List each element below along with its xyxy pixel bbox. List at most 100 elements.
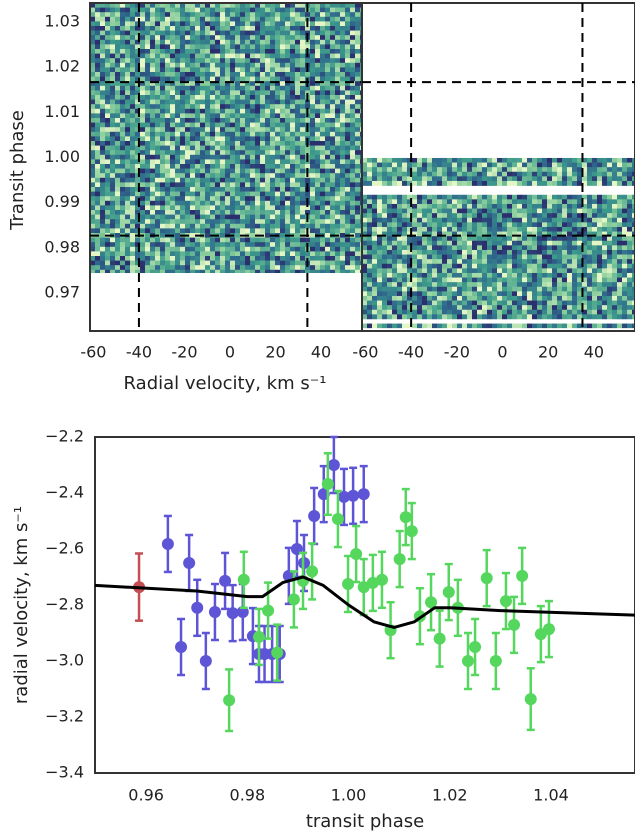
heatmap-cell xyxy=(537,180,543,186)
heatmap-cell xyxy=(392,254,398,260)
heatmap-cell xyxy=(310,85,316,91)
heatmap-cell xyxy=(537,259,543,265)
heatmap-cell xyxy=(607,226,613,232)
heatmap-cell xyxy=(190,164,196,169)
heatmap-cell xyxy=(567,162,573,168)
heatmap-cell xyxy=(325,223,331,229)
heatmap-cell xyxy=(180,182,186,188)
heatmap-cell xyxy=(165,95,171,100)
heatmap-cell xyxy=(567,171,573,177)
heatmap-cell xyxy=(260,150,266,156)
heatmap-cell xyxy=(542,254,548,260)
heatmap-cell xyxy=(557,199,563,205)
heatmap-cell xyxy=(290,16,296,22)
heatmap-cell xyxy=(125,269,131,274)
heatmap-cell xyxy=(255,200,261,206)
heatmap-cell xyxy=(100,122,106,128)
heatmap-cell xyxy=(245,237,251,243)
heatmap-cell xyxy=(180,108,186,114)
heatmap-cell xyxy=(275,228,281,234)
heatmap-cell xyxy=(125,223,131,229)
heatmap-cell xyxy=(582,180,588,186)
heatmap-cell xyxy=(130,177,136,183)
heatmap-cell xyxy=(140,182,146,188)
heatmap-cell xyxy=(135,177,141,183)
heatmap-cell xyxy=(335,16,341,22)
heatmap-cell xyxy=(140,58,146,64)
heatmap-cell xyxy=(497,194,503,200)
heatmap-cell xyxy=(587,162,593,168)
heatmap-cell xyxy=(335,246,341,252)
heatmap-cells xyxy=(362,157,635,329)
heatmap-cell xyxy=(160,251,166,257)
heatmap-cell xyxy=(210,141,216,146)
heatmap-cell xyxy=(422,199,428,205)
heatmap-cell xyxy=(145,108,151,114)
heatmap-cell xyxy=(527,222,533,228)
heatmap-cell xyxy=(115,81,121,87)
heatmap-cell xyxy=(562,180,568,186)
heatmap-cell xyxy=(210,85,216,91)
heatmap-cell xyxy=(577,249,583,255)
heatmap-cell xyxy=(340,214,346,220)
heatmap-cell xyxy=(150,265,156,271)
heatmap-cell xyxy=(582,295,588,301)
heatmap-cell xyxy=(457,231,463,237)
heatmap-cell xyxy=(220,53,226,59)
heatmap-cell xyxy=(320,173,326,179)
heatmap-cell xyxy=(220,200,226,206)
heatmap-cell xyxy=(205,205,211,211)
heatmap-cell xyxy=(472,309,478,315)
heatmap-cell xyxy=(240,39,246,45)
heatmap-cell xyxy=(612,286,618,292)
heatmap-cell xyxy=(340,242,346,248)
heatmap-cell xyxy=(335,196,341,202)
heatmap-cell xyxy=(557,291,563,297)
heatmap-cell xyxy=(240,260,246,266)
heatmap-cell xyxy=(270,58,276,64)
heatmap-cell xyxy=(622,171,628,177)
heatmap-cell xyxy=(315,168,321,174)
heatmap-cell xyxy=(362,226,368,232)
heatmap-cell xyxy=(285,99,291,105)
heatmap-cell xyxy=(387,249,393,255)
heatmap-cell xyxy=(492,240,498,246)
heatmap-cell xyxy=(240,26,246,31)
heatmap-cell xyxy=(355,223,361,229)
heatmap-cell xyxy=(285,30,291,36)
heatmap-cell xyxy=(547,286,553,292)
heatmap-cell xyxy=(607,300,613,306)
heatmap-cell xyxy=(100,95,106,100)
heatmap-cell xyxy=(285,269,291,274)
heatmap-cell xyxy=(577,222,583,228)
heatmap-cell xyxy=(607,295,613,301)
heatmap-cell xyxy=(315,260,321,266)
heatmap-cell xyxy=(325,145,331,151)
heatmap-cell xyxy=(135,200,141,206)
heatmap-cell xyxy=(260,26,266,31)
heatmap-cell xyxy=(367,171,373,177)
heatmap-cell xyxy=(497,277,503,283)
heatmap-cell xyxy=(362,203,368,209)
heatmap-cell xyxy=(150,53,156,59)
heatmap-cell xyxy=(340,99,346,105)
heatmap-cell xyxy=(517,236,523,242)
heatmap-cell xyxy=(592,254,598,260)
heatmap-cell xyxy=(447,245,453,251)
heatmap-cell xyxy=(215,21,221,27)
heatmap-cell xyxy=(597,203,603,209)
heatmap-cell xyxy=(552,245,558,251)
heatmap-cell xyxy=(135,168,141,174)
heatmap-cell xyxy=(320,182,326,188)
heatmap-cell xyxy=(165,246,171,252)
heatmap-cell xyxy=(285,58,291,64)
heatmap-cell xyxy=(427,249,433,255)
heatmap-cell xyxy=(542,194,548,200)
heatmap-cell xyxy=(315,150,321,156)
heatmap-cell xyxy=(225,39,231,45)
heatmap-cell xyxy=(315,246,321,252)
heatmap-cell xyxy=(517,268,523,274)
heatmap-cell xyxy=(437,305,443,311)
heatmap-cell xyxy=(582,231,588,237)
heatmap-cell xyxy=(330,26,336,31)
